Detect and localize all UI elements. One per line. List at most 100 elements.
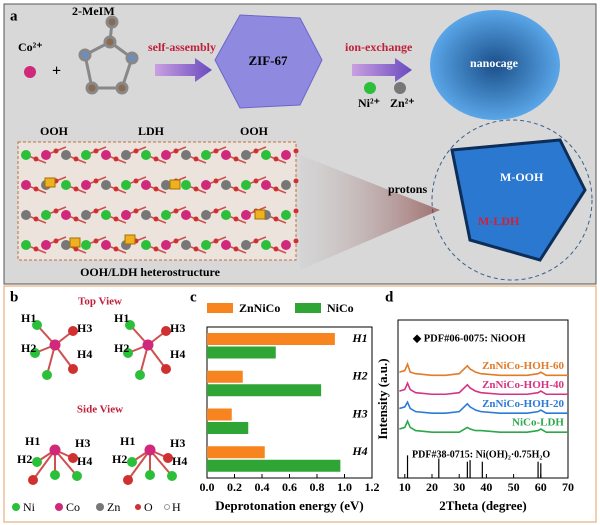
atom [30,348,40,358]
site-label: H4 [172,454,187,468]
bond [127,449,151,481]
ldh-label: LDH [138,124,165,138]
atom [141,210,151,220]
o-atom [33,156,39,162]
panel-bcd-frame [3,285,597,523]
o-atom [173,238,179,244]
lattice [21,146,299,254]
atom [81,240,91,250]
o-atom [153,186,159,192]
series-label: ZnNiCo-HOH-60 [482,360,564,372]
zif-label: ZIF-67 [249,53,289,68]
o-atom [93,208,99,214]
ooh-label: OOH [240,124,269,138]
atom [163,453,173,463]
bar [207,422,249,434]
legend-label: ZnNiCo [239,301,280,315]
o-atom [113,216,119,222]
atom [161,326,171,336]
y-axis-label: Intensity (a.u.) [375,358,390,439]
site-label: H3 [170,321,185,335]
o-atom [233,246,239,252]
x-tick-label: 0.0 [200,480,215,494]
x-tick-label: 40 [480,480,492,494]
category-label: H1 [351,331,367,345]
atom [49,339,61,351]
site-label: H1 [114,311,129,325]
atom [141,150,151,160]
o-atom [253,148,259,154]
atom [21,240,31,250]
atom [161,150,171,160]
o-atom [153,216,159,222]
atom [68,453,78,463]
series-label: ZnNiCo-HOH-40 [482,379,564,391]
atom [32,457,42,467]
o-atom [233,186,239,192]
o-atom [33,186,39,192]
category-label: H4 [351,444,367,458]
o-atom [133,148,139,154]
atom [261,150,271,160]
atom [61,210,71,220]
zif-crystal [214,14,323,109]
panel-label: c [190,289,197,305]
atom [241,210,251,220]
lock [44,177,56,188]
lock [124,234,136,245]
xrd-line [399,381,568,396]
atom [221,180,231,190]
arrow [155,58,212,82]
site-label: H4 [77,347,92,361]
o-atom [273,156,279,162]
o-atom [193,186,199,192]
ligand-label: 2-MeIM [72,4,115,18]
nanocage [430,10,560,120]
atom [161,180,171,190]
site-label: H2 [114,341,129,355]
atom [221,210,231,220]
ni-ion [364,82,376,94]
atom [50,470,60,480]
legend-swatch [207,303,233,313]
atom [167,471,177,481]
legend-label: NiCo [327,301,354,315]
o-atom [273,186,279,192]
site-label: H3 [170,436,185,450]
atom [28,475,38,485]
plot-frame [397,319,569,479]
atom [49,444,61,456]
atom [135,370,145,380]
atom [41,210,51,220]
category-label: H2 [351,369,367,383]
atom [144,444,156,456]
category-label: H3 [351,406,367,420]
bar [207,446,265,459]
site-label: H2 [112,452,127,466]
o-atom [33,246,39,252]
atom [41,240,51,250]
atom [261,240,271,250]
atom [181,210,191,220]
atom [181,180,191,190]
o-atom [213,208,219,214]
legend-swatch [295,303,321,313]
atom [61,180,71,190]
step-label: ion-exchange [345,40,413,54]
site-label: H1 [21,311,36,325]
x-tick-label: 60 [535,480,547,494]
atom [68,326,78,336]
lock [169,179,181,190]
atom [121,210,131,220]
x-tick-label: 0.4 [255,480,270,494]
x-tick-label: 10 [399,480,411,494]
o-atom [233,156,239,162]
o-atom [53,238,59,244]
atom [125,320,135,330]
step-label: self-assembly [148,40,216,54]
atom [81,150,91,160]
x-tick-label: 70 [562,480,574,494]
legend-label: Ni [23,500,36,514]
arrow [352,58,412,82]
atom [101,210,111,220]
